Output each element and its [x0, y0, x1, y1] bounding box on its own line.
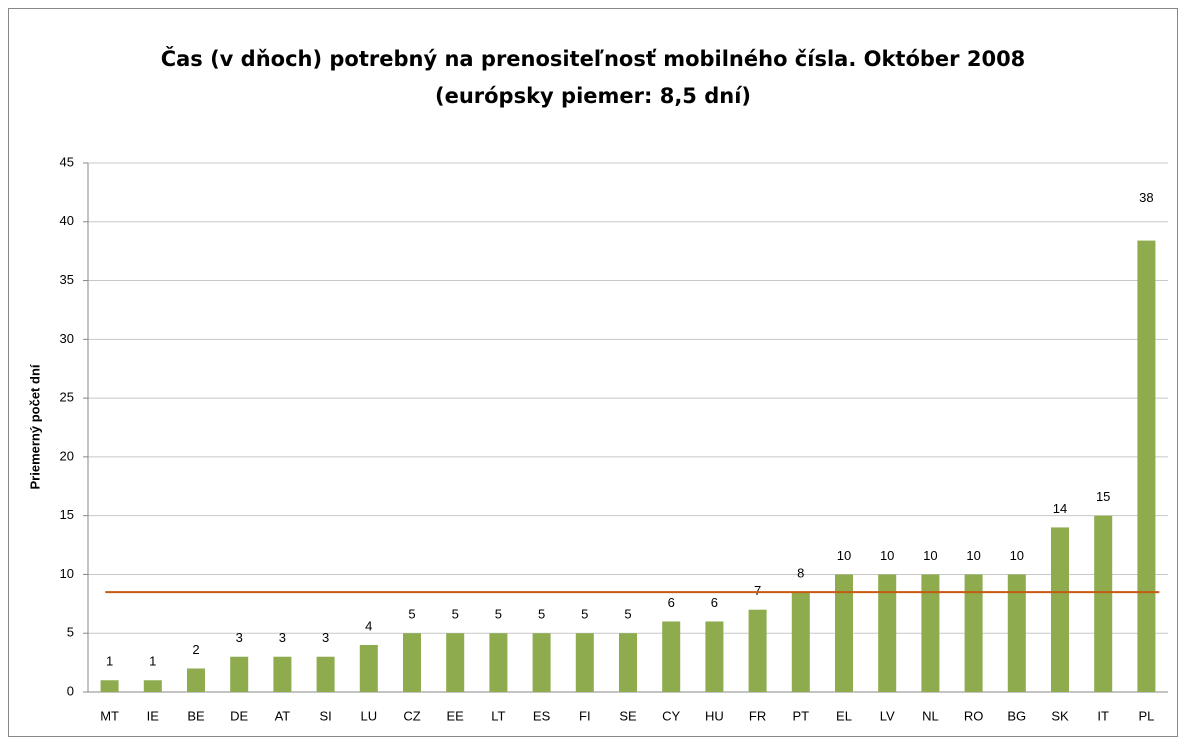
value-label: 2 — [192, 642, 199, 657]
x-tick-label: SE — [619, 708, 637, 723]
value-label: 5 — [408, 607, 415, 622]
x-tick-label: CY — [662, 708, 680, 723]
x-tick-label: FR — [749, 708, 766, 723]
x-tick-label: EE — [447, 708, 465, 723]
value-label: 10 — [837, 548, 851, 563]
chart-title: (európsky piemer: 8,5 dní) — [435, 84, 751, 108]
x-tick-label: ES — [533, 708, 551, 723]
value-label: 1 — [149, 654, 156, 669]
value-label: 10 — [1010, 548, 1024, 563]
bar — [921, 574, 940, 692]
chart-frame — [8, 8, 1178, 737]
value-label: 38 — [1139, 190, 1153, 205]
bar — [705, 621, 724, 692]
bar — [878, 574, 897, 692]
x-tick-label: FI — [579, 708, 591, 723]
x-tick-label: DE — [230, 708, 248, 723]
bar — [143, 680, 162, 692]
bar — [489, 633, 508, 692]
value-label: 3 — [236, 630, 243, 645]
bar — [964, 574, 983, 692]
bar — [662, 621, 681, 692]
bar — [619, 633, 637, 692]
bar — [100, 680, 119, 692]
x-tick-label: LT — [491, 708, 505, 723]
x-tick-label: EL — [836, 708, 852, 723]
bar — [1051, 527, 1069, 692]
bar — [403, 633, 421, 692]
value-label: 3 — [279, 630, 286, 645]
bar — [230, 656, 249, 692]
x-tick-label: BE — [187, 708, 205, 723]
bar — [446, 633, 465, 692]
value-label: 10 — [966, 548, 980, 563]
x-tick-label: CZ — [403, 708, 420, 723]
value-label: 10 — [923, 548, 937, 563]
bar — [359, 644, 378, 692]
x-tick-label: SK — [1051, 708, 1069, 723]
value-label: 5 — [538, 607, 545, 622]
value-label: 6 — [711, 595, 718, 610]
y-tick-label: 35 — [60, 272, 74, 287]
value-label: 1 — [106, 654, 113, 669]
value-label: 7 — [754, 583, 761, 598]
x-tick-label: PL — [1138, 708, 1154, 723]
value-label: 3 — [322, 630, 329, 645]
bar — [1137, 240, 1156, 692]
x-tick-label: PT — [792, 708, 809, 723]
y-tick-label: 20 — [60, 448, 74, 463]
value-label: 8 — [797, 566, 804, 581]
x-tick-label: IT — [1097, 708, 1109, 723]
x-tick-label: SI — [319, 708, 331, 723]
y-tick-label: 15 — [60, 507, 74, 522]
x-tick-label: BG — [1007, 708, 1026, 723]
bar — [791, 592, 810, 692]
bar — [1007, 574, 1026, 692]
bar — [187, 668, 205, 692]
y-tick-label: 40 — [60, 213, 74, 228]
value-label: 10 — [880, 548, 894, 563]
bar — [532, 633, 551, 692]
value-label: 6 — [668, 595, 675, 610]
bar — [748, 609, 767, 692]
value-label: 5 — [581, 607, 588, 622]
value-label: 14 — [1053, 501, 1067, 516]
bar — [835, 574, 853, 692]
value-label: 5 — [495, 607, 502, 622]
chart-title: Čas (v dňoch) potrebný na prenositeľnosť… — [161, 46, 1026, 71]
x-tick-label: IE — [147, 708, 160, 723]
y-tick-label: 10 — [60, 566, 74, 581]
x-tick-label: MT — [100, 708, 119, 723]
x-tick-label: RO — [964, 708, 984, 723]
bar — [575, 633, 594, 692]
x-tick-label: LV — [880, 708, 895, 723]
x-tick-label: AT — [275, 708, 291, 723]
value-label: 5 — [452, 607, 459, 622]
y-tick-label: 30 — [60, 331, 74, 346]
value-label: 4 — [365, 618, 372, 633]
y-tick-label: 5 — [67, 625, 74, 640]
value-label: 15 — [1096, 489, 1110, 504]
bar — [1094, 515, 1113, 692]
y-tick-label: 45 — [60, 154, 74, 169]
x-tick-label: NL — [922, 708, 939, 723]
bar — [316, 656, 335, 692]
y-tick-label: 25 — [60, 390, 74, 405]
y-axis-label: Priemerný počet dní — [27, 364, 42, 489]
x-tick-label: LU — [360, 708, 377, 723]
value-label: 5 — [624, 607, 631, 622]
y-tick-label: 0 — [67, 683, 74, 698]
x-tick-label: HU — [705, 708, 724, 723]
bar — [273, 656, 292, 692]
